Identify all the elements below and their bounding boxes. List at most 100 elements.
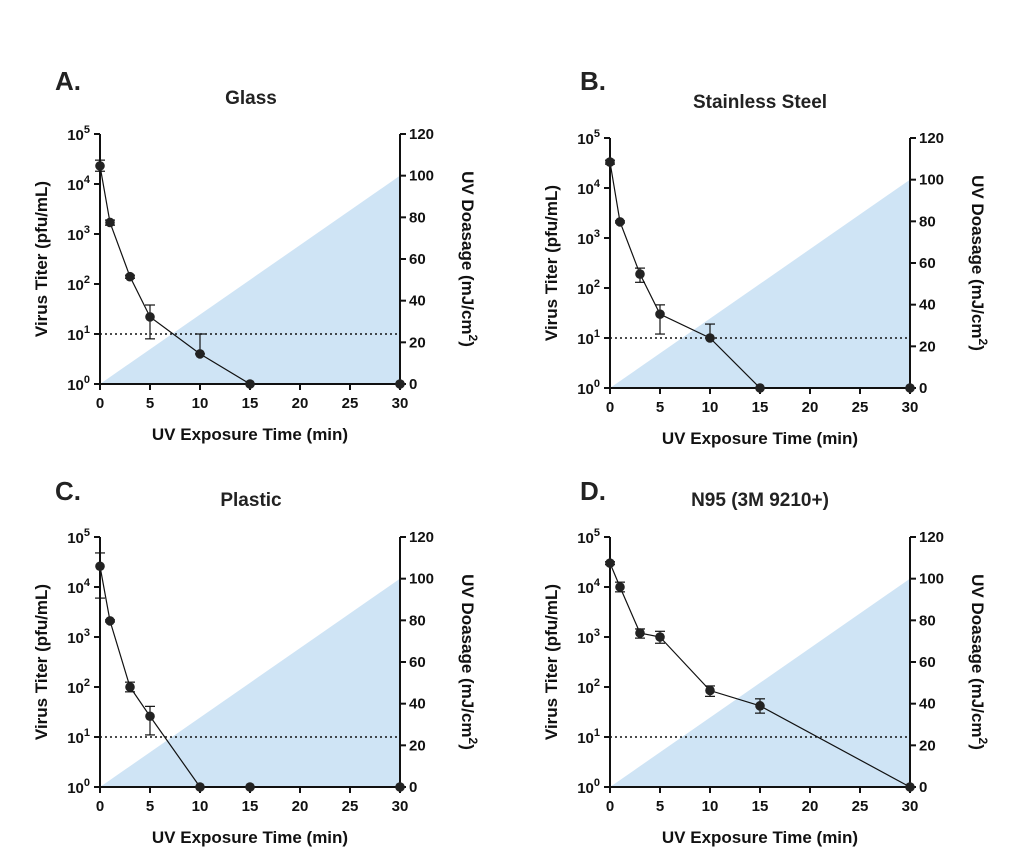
data-point bbox=[95, 561, 105, 572]
x-tick-label: 0 bbox=[96, 395, 104, 412]
y-tick-label: 103 bbox=[67, 627, 90, 647]
data-point bbox=[125, 682, 135, 692]
data-point bbox=[395, 782, 405, 792]
data-point bbox=[655, 309, 665, 319]
y2-tick-label: 40 bbox=[409, 696, 426, 713]
panel-label: B. bbox=[580, 66, 606, 96]
chart-panel-1: 0 5 10 15 20 25 301001011021031041050204060801… bbox=[32, 66, 480, 444]
y2-tick-label: 80 bbox=[409, 612, 426, 629]
data-point bbox=[635, 628, 645, 638]
y2-tick-label: 0 bbox=[409, 376, 417, 393]
y-tick-base: 10 bbox=[67, 227, 84, 244]
y-tick-exponent: 4 bbox=[594, 577, 601, 589]
y2-tick-label: 20 bbox=[919, 737, 936, 754]
y-tick-base: 10 bbox=[577, 181, 594, 198]
y-tick-label: 101 bbox=[67, 727, 90, 747]
y-tick-label: 105 bbox=[577, 128, 600, 148]
y-tick-base: 10 bbox=[577, 530, 594, 547]
error-bar bbox=[655, 304, 665, 335]
data-point bbox=[755, 701, 765, 711]
y2-tick-label: 100 bbox=[409, 168, 434, 185]
y2-axis-title-close: ) bbox=[968, 345, 987, 351]
data-point bbox=[145, 312, 155, 322]
y2-tick-label: 20 bbox=[919, 338, 936, 355]
y-tick-label: 104 bbox=[577, 577, 601, 597]
x-tick-label: 0 bbox=[606, 798, 614, 815]
y-tick-exponent: 5 bbox=[594, 128, 600, 140]
y-tick-exponent: 1 bbox=[84, 727, 90, 739]
chart-panel-2: 0 5 10 15 20 25 301001011021031041050204060801… bbox=[542, 66, 990, 448]
data-point bbox=[105, 616, 115, 626]
y2-axis-title-close: ) bbox=[458, 341, 477, 347]
y2-tick-label: 120 bbox=[409, 529, 434, 546]
data-point bbox=[195, 782, 205, 792]
x-tick-label: 30 bbox=[902, 399, 919, 416]
y-tick-label: 100 bbox=[577, 378, 600, 398]
error-bar bbox=[145, 304, 155, 340]
y-tick-label: 105 bbox=[577, 527, 600, 547]
x-tick-label: 0 bbox=[606, 399, 614, 416]
y2-tick-label: 40 bbox=[919, 297, 936, 314]
data-point bbox=[635, 269, 645, 279]
y-tick-label: 100 bbox=[67, 374, 90, 394]
uv-dosage-area bbox=[610, 578, 910, 787]
y2-axis-title-main: UV Doasage (mJ/cm bbox=[458, 171, 477, 334]
y2-tick-label: 20 bbox=[409, 334, 426, 351]
data-point bbox=[245, 379, 255, 389]
x-tick-label: 25 bbox=[852, 399, 869, 416]
y2-axis-title: UV Doasage (mJ/cm2) bbox=[968, 175, 990, 351]
x-tick-label: 20 bbox=[802, 798, 819, 815]
x-tick-label: 5 bbox=[146, 798, 154, 815]
y-tick-label: 101 bbox=[577, 328, 600, 348]
uv-dosage-area bbox=[100, 578, 400, 787]
data-point bbox=[605, 157, 615, 167]
x-tick-label: 15 bbox=[242, 798, 259, 815]
y-tick-base: 10 bbox=[67, 327, 84, 344]
x-tick-label: 5 bbox=[146, 395, 154, 412]
y2-tick-label: 40 bbox=[919, 696, 936, 713]
y2-axis-title-main: UV Doasage (mJ/cm bbox=[458, 574, 477, 737]
y2-tick-label: 20 bbox=[409, 737, 426, 754]
x-tick-label: 20 bbox=[292, 798, 309, 815]
y-tick-exponent: 5 bbox=[84, 124, 90, 136]
y-tick-exponent: 0 bbox=[84, 374, 90, 386]
data-point bbox=[905, 383, 915, 393]
panel-label: D. bbox=[580, 476, 606, 506]
y2-axis-title-main: UV Doasage (mJ/cm bbox=[968, 175, 987, 338]
x-tick-label: 30 bbox=[392, 798, 409, 815]
y2-tick-label: 0 bbox=[409, 779, 417, 796]
y2-tick-label: 60 bbox=[409, 251, 426, 268]
y2-tick-label: 60 bbox=[409, 654, 426, 671]
x-axis-title: UV Exposure Time (min) bbox=[662, 828, 858, 847]
y-tick-exponent: 1 bbox=[594, 328, 600, 340]
y2-axis-title: UV Doasage (mJ/cm2) bbox=[968, 574, 990, 750]
data-point bbox=[95, 161, 105, 171]
y-tick-exponent: 3 bbox=[594, 228, 600, 240]
x-tick-label: 10 bbox=[702, 798, 719, 815]
y-tick-exponent: 2 bbox=[84, 274, 90, 286]
x-tick-label: 30 bbox=[902, 798, 919, 815]
y-tick-exponent: 4 bbox=[594, 178, 601, 190]
y-tick-base: 10 bbox=[577, 780, 594, 797]
y-tick-label: 101 bbox=[577, 727, 600, 747]
y-tick-exponent: 4 bbox=[84, 577, 91, 589]
y2-axis-title-superscript: 2 bbox=[976, 738, 990, 745]
y-tick-label: 102 bbox=[67, 274, 90, 294]
data-point bbox=[905, 782, 915, 792]
y-axis-title: Virus Titer (pfu/mL) bbox=[32, 584, 51, 740]
x-tick-label: 10 bbox=[702, 399, 719, 416]
y-tick-base: 10 bbox=[577, 331, 594, 348]
y2-axis-title: UV Doasage (mJ/cm2) bbox=[458, 574, 480, 750]
y-tick-base: 10 bbox=[67, 680, 84, 697]
panel-label: A. bbox=[55, 66, 81, 96]
y2-tick-label: 40 bbox=[409, 293, 426, 310]
chart-panel-4: 0 5 10 15 20 25 301001011021031041050204060801… bbox=[542, 476, 990, 847]
chart-title: Glass bbox=[225, 88, 277, 109]
y-tick-label: 100 bbox=[67, 777, 90, 797]
y2-tick-label: 80 bbox=[919, 213, 936, 230]
x-tick-label: 15 bbox=[242, 395, 259, 412]
y-tick-exponent: 0 bbox=[594, 378, 600, 390]
y2-tick-label: 120 bbox=[919, 529, 944, 546]
chart-title: Stainless Steel bbox=[693, 92, 827, 113]
y-tick-label: 102 bbox=[577, 677, 600, 697]
